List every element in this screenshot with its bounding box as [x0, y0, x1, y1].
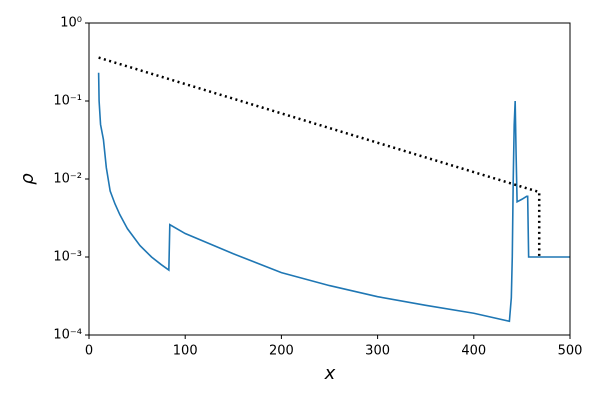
x-tick-label: 0: [85, 344, 93, 359]
line-series: [98, 56, 541, 257]
y-axis-label: ρ: [17, 173, 38, 185]
x-tick-label: 400: [461, 344, 486, 359]
line-series: [97, 72, 570, 323]
x-tick-label: 200: [269, 344, 294, 359]
y-tick-label: 10⁻²: [53, 172, 82, 187]
x-tick-label: 500: [558, 344, 583, 359]
y-tick-label: 10⁻⁴: [53, 328, 82, 343]
y-tick-label: 10⁰: [60, 16, 82, 31]
y-tick-label: 10⁻³: [53, 250, 82, 265]
plot-frame: [88, 22, 571, 336]
x-axis-label: x: [324, 363, 336, 384]
x-tick-label: 100: [173, 344, 198, 359]
y-tick-label: 10⁻¹: [53, 94, 82, 109]
x-tick-label: 300: [365, 344, 390, 359]
